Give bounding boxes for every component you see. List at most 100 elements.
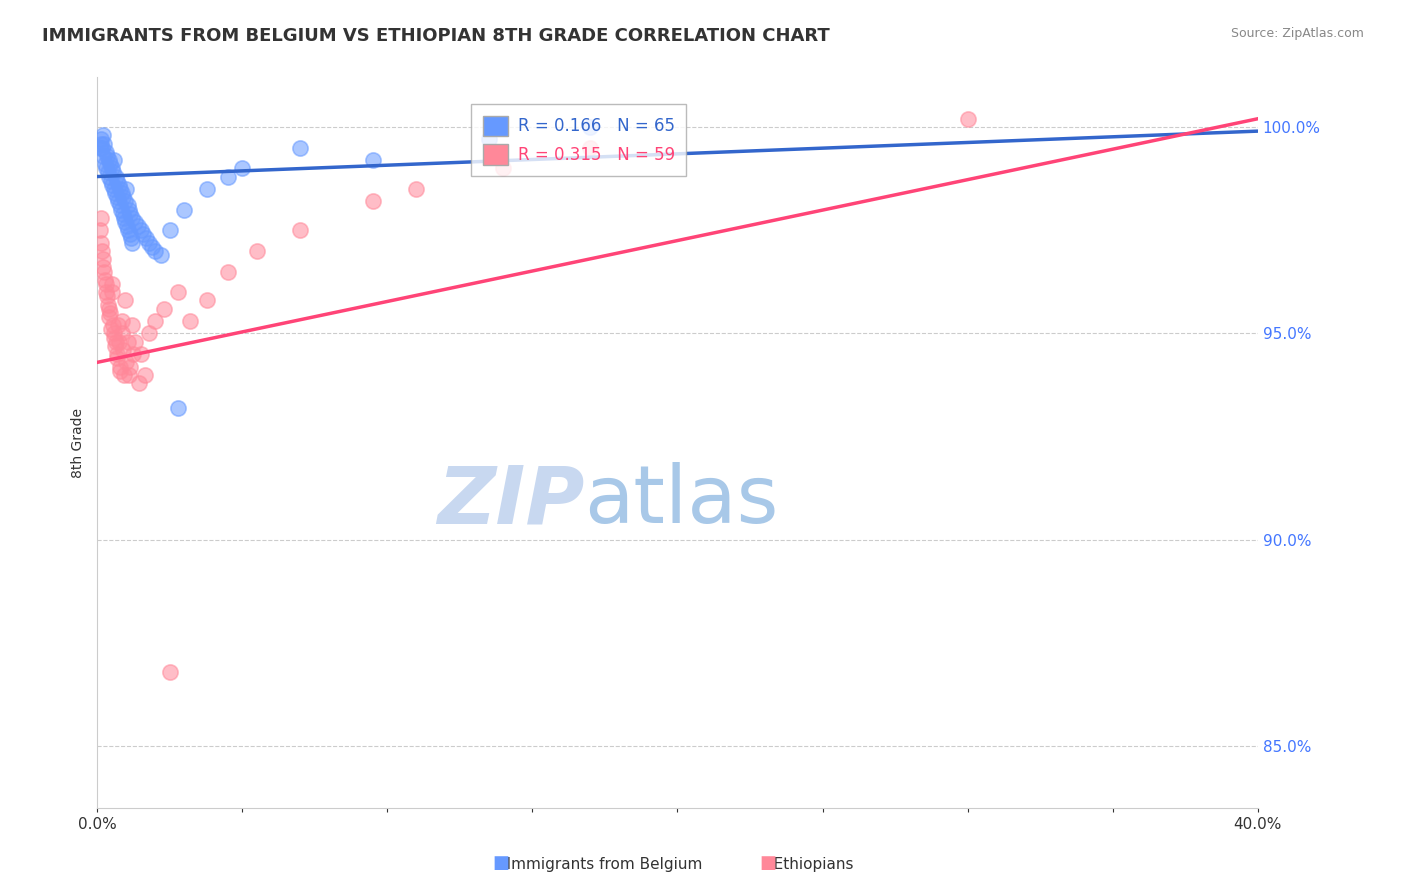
Point: [100, 322, 122, 336]
Point: [122, 347, 145, 361]
Point: [152, 301, 174, 316]
Legend: R = 0.166   N = 65, R = 0.315   N = 59: R = 0.166 N = 65, R = 0.315 N = 59: [471, 104, 686, 177]
Point: [108, 334, 131, 349]
Point: [97, 301, 120, 316]
Point: [100, 277, 122, 291]
Point: [167, 285, 190, 300]
Point: [103, 153, 125, 167]
Point: [112, 190, 135, 204]
Point: [104, 334, 127, 349]
Point: [956, 112, 979, 126]
Point: [111, 314, 134, 328]
Point: [105, 174, 128, 188]
Point: [96, 149, 118, 163]
Point: [90, 132, 112, 146]
Point: [110, 359, 132, 374]
Point: [91, 252, 114, 267]
Point: [93, 264, 115, 278]
Point: [159, 223, 181, 237]
Text: Ethiopians: Ethiopians: [759, 857, 853, 872]
Point: [100, 174, 122, 188]
Point: [105, 351, 128, 366]
Point: [103, 330, 125, 344]
Point: [96, 289, 118, 303]
Point: [111, 186, 134, 200]
Point: [108, 198, 131, 212]
Point: [141, 240, 163, 254]
Point: [405, 182, 427, 196]
Point: [94, 273, 117, 287]
Point: [118, 202, 141, 217]
Point: [98, 310, 121, 324]
Point: [107, 318, 129, 333]
Point: [98, 157, 121, 171]
Point: [290, 223, 312, 237]
Point: [217, 264, 239, 278]
Point: [114, 293, 136, 308]
Point: [231, 161, 253, 176]
Point: [103, 182, 125, 196]
Point: [97, 297, 120, 311]
Point: [478, 132, 501, 146]
Point: [114, 194, 136, 209]
Point: [127, 219, 149, 233]
Point: [104, 339, 127, 353]
Point: [94, 277, 117, 291]
Point: [195, 293, 218, 308]
Text: Source: ZipAtlas.com: Source: ZipAtlas.com: [1230, 27, 1364, 40]
Point: [96, 161, 118, 176]
Point: [118, 368, 141, 382]
Point: [143, 314, 166, 328]
Point: [149, 248, 172, 262]
Point: [112, 211, 135, 225]
Point: [129, 223, 152, 237]
Point: [115, 219, 138, 233]
Point: [96, 285, 118, 300]
Point: [89, 136, 111, 151]
Point: [128, 376, 150, 390]
Point: [132, 227, 155, 242]
Point: [107, 194, 129, 209]
Point: [104, 186, 127, 200]
Point: [103, 326, 125, 341]
Point: [110, 182, 132, 196]
Point: [124, 334, 146, 349]
Point: [108, 178, 131, 192]
Point: [195, 182, 218, 196]
Point: [179, 314, 201, 328]
Point: [97, 153, 120, 167]
Point: [91, 244, 114, 258]
Point: [138, 235, 160, 250]
Point: [134, 368, 156, 382]
Point: [108, 364, 131, 378]
Point: [117, 223, 139, 237]
Point: [104, 169, 127, 184]
Text: IMMIGRANTS FROM BELGIUM VS ETHIOPIAN 8TH GRADE CORRELATION CHART: IMMIGRANTS FROM BELGIUM VS ETHIOPIAN 8TH…: [42, 27, 830, 45]
Point: [135, 231, 157, 245]
Point: [111, 326, 134, 341]
Point: [89, 141, 111, 155]
Point: [138, 326, 160, 341]
Point: [101, 285, 124, 300]
Y-axis label: 8th Grade: 8th Grade: [72, 408, 86, 478]
Point: [110, 202, 132, 217]
Point: [111, 207, 134, 221]
Point: [105, 347, 128, 361]
Point: [159, 665, 181, 679]
Point: [217, 169, 239, 184]
Point: [93, 136, 115, 151]
Point: [121, 235, 143, 250]
Point: [361, 153, 384, 167]
Point: [101, 318, 124, 333]
Point: [118, 227, 141, 242]
Point: [97, 165, 120, 179]
Point: [120, 359, 142, 374]
Point: [105, 190, 128, 204]
Point: [91, 141, 114, 155]
Point: [121, 318, 143, 333]
Point: [94, 157, 117, 171]
Point: [115, 182, 138, 196]
Point: [89, 223, 111, 237]
Point: [117, 198, 139, 212]
Point: [112, 368, 135, 382]
